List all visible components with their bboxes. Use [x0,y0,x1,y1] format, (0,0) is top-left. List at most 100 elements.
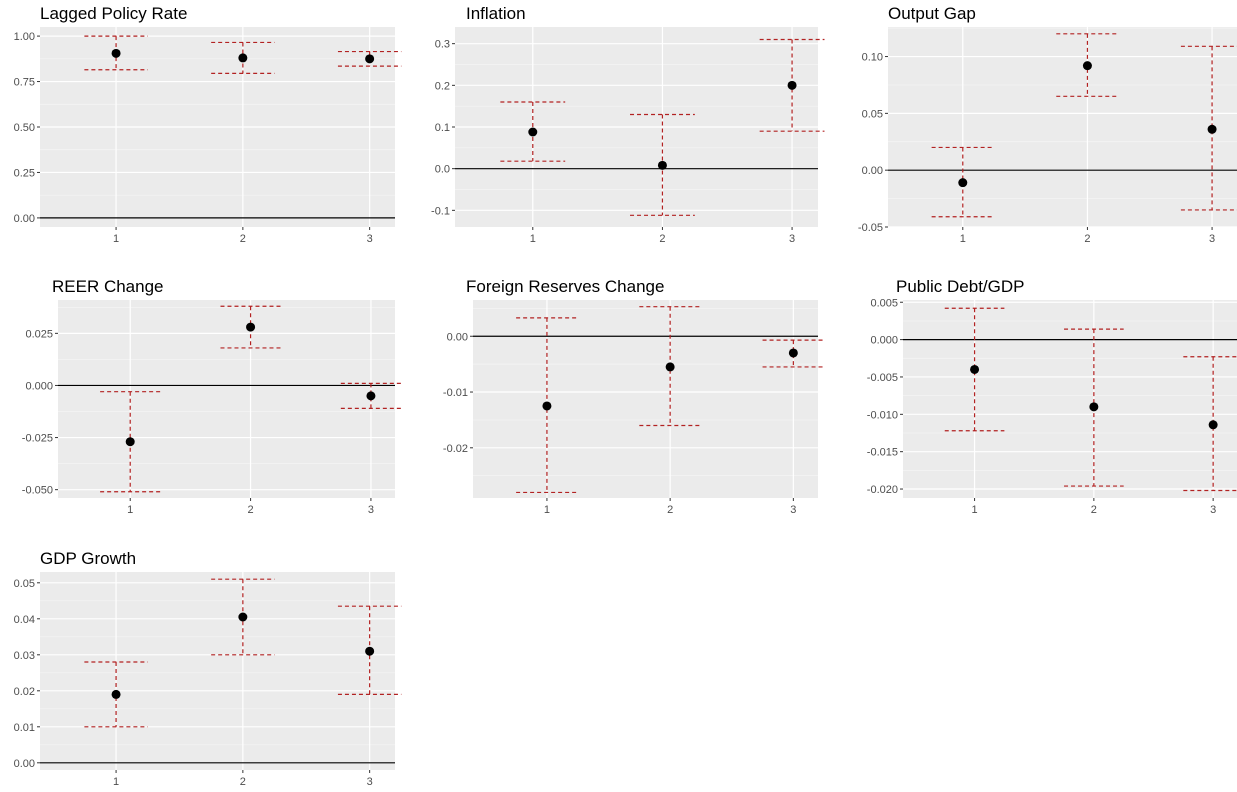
plot-background [903,300,1237,498]
y-tick-label: -0.025 [22,433,53,445]
error-bar-1 [931,146,994,218]
panel-title: Output Gap [888,4,976,23]
y-tick-label: -0.05 [858,222,883,234]
x-tick-label: 2 [667,504,673,516]
y-tick-label: 0.000 [25,380,53,392]
panel-title: Foreign Reserves Change [466,277,665,296]
y-tick-label: 0.02 [14,686,35,698]
y-tick-label: 0.10 [862,52,883,64]
y-tick-label: 0.50 [14,122,35,134]
x-tick-label: 1 [530,233,536,245]
y-tick-label: 0.1 [435,122,450,134]
plot-background [473,300,818,498]
estimate-point-2 [1082,61,1092,71]
y-tick-label: 0.00 [14,213,35,225]
panel-7: 0.00 0.01 0.02 0.03 0.04 0.05 1 2 3 [14,572,402,788]
x-tick-label: 2 [1084,233,1090,245]
estimate-point-1 [125,437,135,447]
estimate-point-3 [1208,420,1218,430]
x-tick-label: 2 [240,233,246,245]
y-tick-label: -0.005 [867,372,898,384]
y-tick-label: 0.0 [435,164,450,176]
error-bar-1 [944,307,1005,432]
x-tick-label: 1 [127,504,133,516]
x-tick-label: 3 [367,233,373,245]
panel-4: -0.050 -0.025 0.000 0.025 1 2 3 [22,300,402,516]
y-tick-label: 1.00 [14,31,35,43]
x-tick-label: 2 [659,233,665,245]
y-tick-label: -0.01 [443,387,468,399]
error-bar-2 [220,305,281,349]
error-bar-3 [1180,45,1237,211]
y-tick-label: 0.75 [14,77,35,89]
y-tick-label: 0.05 [862,108,883,120]
estimate-point-1 [542,401,552,411]
y-tick-label: -0.020 [867,484,898,496]
estimate-point-1 [970,364,980,374]
error-bar-3 [340,382,402,409]
y-tick-label: 0.25 [14,167,35,179]
x-tick-label: 3 [368,504,374,516]
x-tick-label: 3 [1210,504,1216,516]
y-tick-label: -0.015 [867,447,898,459]
x-tick-label: 1 [972,504,978,516]
estimate-point-1 [111,689,121,699]
panel-title: Public Debt/GDP [896,277,1025,296]
panel-1: 0.00 0.25 0.50 0.75 1.00 1 2 3 [14,27,402,245]
x-tick-label: 3 [790,504,796,516]
x-tick-label: 2 [248,504,254,516]
y-tick-label: -0.050 [22,485,53,497]
estimate-point-3 [365,646,375,656]
panel-2: -0.1 0.0 0.1 0.2 0.3 1 2 3 [431,27,825,245]
x-tick-label: 3 [789,233,795,245]
estimate-point-1 [958,178,968,188]
panel-title: GDP Growth [40,549,137,568]
x-tick-label: 1 [960,233,966,245]
panel-3: -0.05 0.00 0.05 0.10 1 2 3 [858,27,1237,245]
estimate-point-2 [1089,402,1099,412]
y-tick-label: 0.04 [14,614,35,626]
panel-6: -0.020 -0.015 -0.010 -0.005 0.000 0.005 1 2 3 [867,297,1237,516]
y-tick-label: 0.03 [14,650,35,662]
error-bar-1 [84,661,148,728]
y-tick-label: 0.025 [25,328,53,340]
y-tick-label: -0.02 [443,443,468,455]
panel-title: Lagged Policy Rate [40,4,188,23]
estimate-point-2 [238,53,248,63]
x-tick-label: 1 [544,504,550,516]
y-tick-label: 0.00 [447,331,468,343]
y-tick-label: 0.005 [870,297,898,309]
y-tick-label: 0.000 [870,335,898,347]
panel-title: Inflation [466,4,526,23]
error-bar-3 [762,339,825,368]
x-tick-label: 3 [1209,233,1215,245]
y-tick-label: 0.05 [14,578,35,590]
panel-5: -0.02 -0.01 0.00 1 2 3 [443,300,825,516]
y-tick-label: 0.3 [435,39,450,51]
estimate-point-2 [657,160,667,170]
plot-background [40,572,395,770]
estimate-point-3 [787,80,797,90]
x-tick-label: 2 [240,776,246,788]
x-tick-label: 3 [367,776,373,788]
estimate-point-3 [365,54,375,64]
plot-background [888,27,1237,227]
y-tick-label: 0.00 [14,758,35,770]
panel-title: REER Change [52,277,164,296]
estimate-point-1 [528,127,538,137]
estimate-point-2 [246,322,256,332]
estimate-point-2 [665,362,675,372]
y-tick-label: -0.010 [867,409,898,421]
y-tick-label: -0.1 [431,205,450,217]
estimate-point-3 [1207,124,1217,134]
x-tick-label: 2 [1091,504,1097,516]
x-tick-label: 1 [113,233,119,245]
plot-background [58,300,395,498]
x-tick-label: 1 [113,776,119,788]
y-tick-label: 0.00 [862,165,883,177]
estimate-point-3 [366,391,376,401]
y-tick-label: 0.01 [14,722,35,734]
y-tick-label: 0.2 [435,80,450,92]
estimate-point-3 [788,348,798,358]
estimate-point-2 [238,612,248,622]
